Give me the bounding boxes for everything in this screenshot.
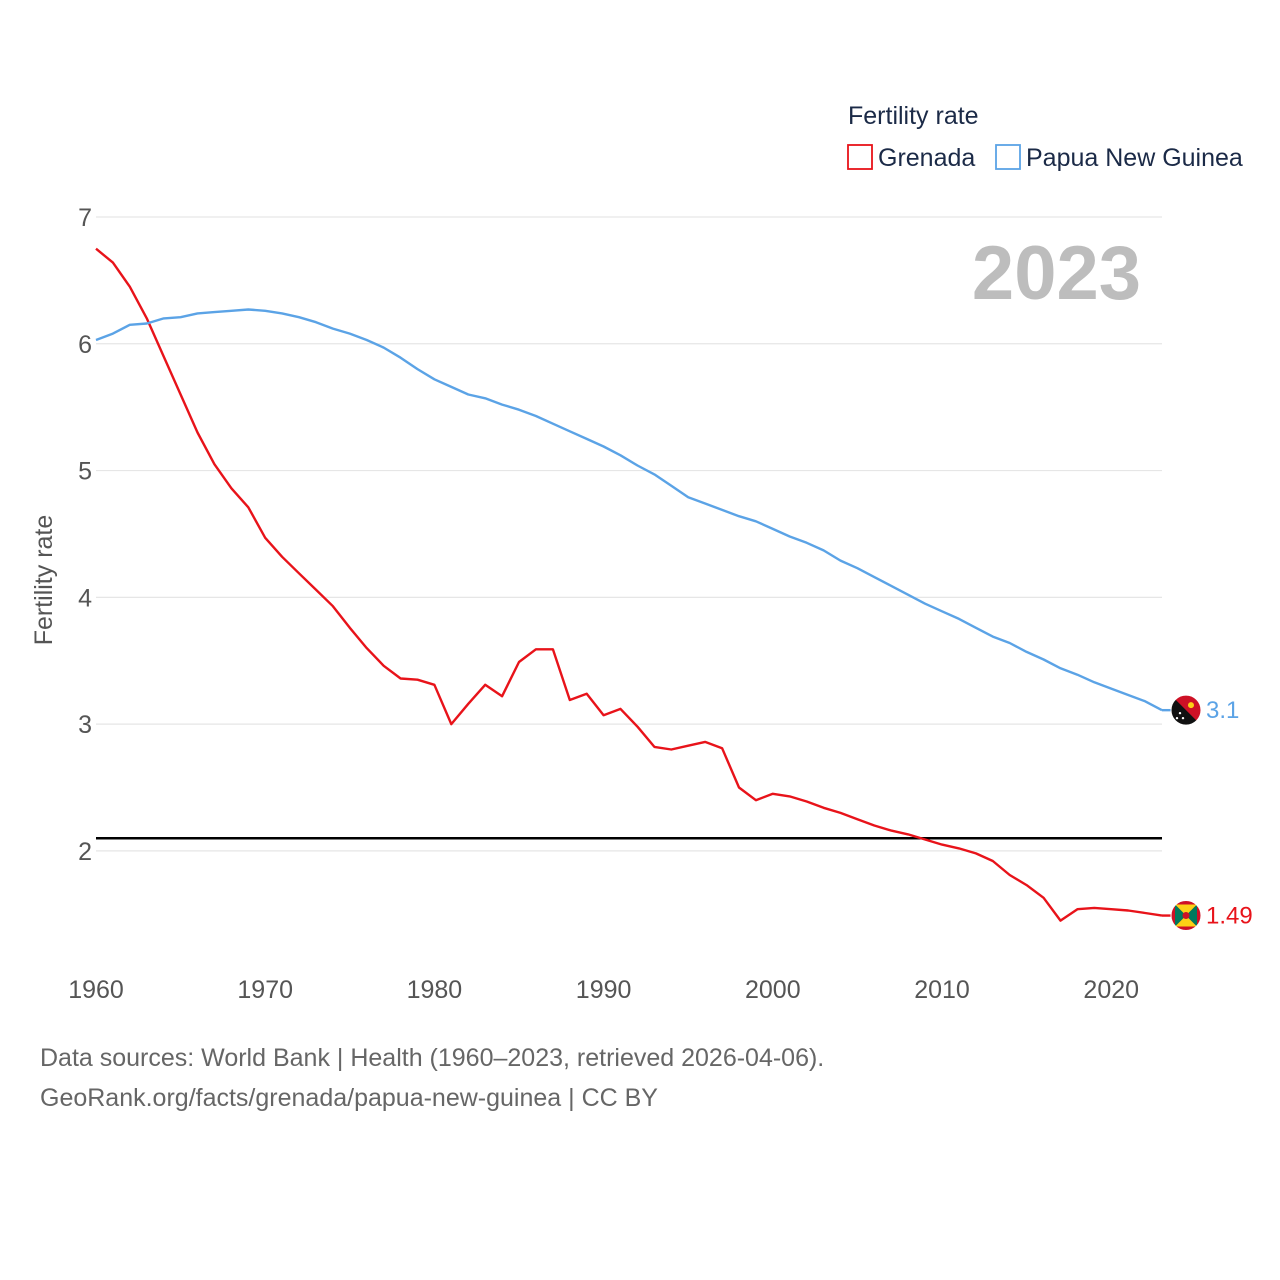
legend-label-grenada: Grenada [878, 144, 975, 172]
x-tick-label: 1980 [407, 976, 463, 1004]
end-markers: 1.49 3.1 [1162, 694, 1253, 932]
papua-new-guinea-flag-icon [1170, 694, 1202, 726]
x-tick-label: 1970 [237, 976, 293, 1004]
grenada-flag-icon [1170, 900, 1202, 932]
legend-item-grenada[interactable]: Grenada [847, 144, 975, 172]
x-tick-label: 2020 [1083, 976, 1139, 1004]
legend-swatch-grenada [847, 144, 873, 170]
y-tick-label: 5 [78, 458, 92, 486]
y-tick-label: 4 [78, 584, 92, 612]
end-value-label-grenada: 1.49 [1206, 903, 1253, 930]
highlight-year: 2023 [972, 231, 1141, 316]
series-line-grenada [95, 247, 1163, 922]
legend-title: Fertility rate [848, 102, 979, 130]
source-note: Data sources: World Bank | Health (1960–… [40, 1044, 825, 1072]
x-axis-ticks: 1960 1970 1980 1990 2000 2010 2020 [68, 976, 1139, 1004]
x-tick-label: 1990 [576, 976, 632, 1004]
x-tick-label: 2010 [914, 976, 970, 1004]
series-lines [95, 247, 1163, 922]
gridlines [96, 216, 1162, 852]
y-tick-label: 3 [78, 711, 92, 739]
x-tick-label: 1960 [68, 976, 124, 1004]
x-tick-label: 2000 [745, 976, 801, 1004]
y-tick-label: 6 [78, 331, 92, 359]
legend-label-papua-new-guinea: Papua New Guinea [1026, 144, 1243, 172]
end-value-label-papua-new-guinea: 3.1 [1206, 697, 1239, 724]
legend-swatch-papua-new-guinea [995, 144, 1021, 170]
y-tick-label: 7 [78, 204, 92, 232]
series-line-papua-new-guinea [95, 308, 1163, 712]
attribution-note: GeoRank.org/facts/grenada/papua-new-guin… [40, 1084, 658, 1112]
legend: Fertility rate Grenada Papua New Guinea [847, 102, 1243, 172]
y-axis-ticks: 2 3 4 5 6 7 [78, 204, 92, 866]
y-axis-label: Fertility rate [30, 515, 58, 646]
y-tick-label: 2 [78, 838, 92, 866]
legend-item-papua-new-guinea[interactable]: Papua New Guinea [995, 144, 1243, 172]
